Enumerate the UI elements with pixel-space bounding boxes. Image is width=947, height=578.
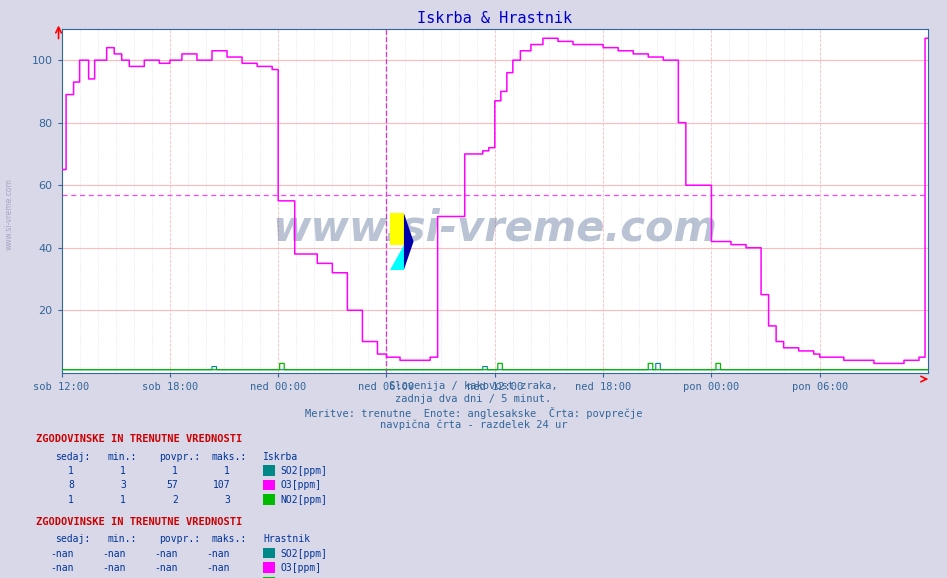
Text: 1: 1 bbox=[68, 466, 74, 476]
Text: O3[ppm]: O3[ppm] bbox=[280, 563, 321, 573]
Text: zadnja dva dni / 5 minut.: zadnja dva dni / 5 minut. bbox=[396, 394, 551, 404]
Text: 57: 57 bbox=[167, 480, 178, 490]
Text: 8: 8 bbox=[68, 480, 74, 490]
Text: 2: 2 bbox=[172, 495, 178, 505]
Text: -nan: -nan bbox=[50, 563, 74, 573]
Text: sedaj:: sedaj: bbox=[55, 534, 90, 544]
Text: ZGODOVINSKE IN TRENUTNE VREDNOSTI: ZGODOVINSKE IN TRENUTNE VREDNOSTI bbox=[36, 434, 242, 444]
Text: 1: 1 bbox=[120, 495, 126, 505]
Text: povpr.:: povpr.: bbox=[159, 534, 200, 544]
Text: min.:: min.: bbox=[107, 534, 136, 544]
Text: www.si-vreme.com: www.si-vreme.com bbox=[5, 178, 14, 250]
Text: 1: 1 bbox=[224, 466, 230, 476]
Text: SO2[ppm]: SO2[ppm] bbox=[280, 466, 328, 476]
Polygon shape bbox=[389, 245, 404, 269]
Text: -nan: -nan bbox=[154, 549, 178, 558]
Text: www.si-vreme.com: www.si-vreme.com bbox=[273, 208, 717, 249]
Text: -nan: -nan bbox=[102, 549, 126, 558]
Text: 1: 1 bbox=[120, 466, 126, 476]
Title: Iskrba & Hrastnik: Iskrba & Hrastnik bbox=[418, 12, 572, 27]
Text: -nan: -nan bbox=[50, 549, 74, 558]
Text: NO2[ppm]: NO2[ppm] bbox=[280, 495, 328, 505]
Text: navpična črta - razdelek 24 ur: navpična črta - razdelek 24 ur bbox=[380, 420, 567, 430]
Text: 107: 107 bbox=[212, 480, 230, 490]
Text: 3: 3 bbox=[224, 495, 230, 505]
Text: O3[ppm]: O3[ppm] bbox=[280, 480, 321, 490]
Text: Hrastnik: Hrastnik bbox=[263, 534, 311, 544]
Text: -nan: -nan bbox=[102, 563, 126, 573]
Text: povpr.:: povpr.: bbox=[159, 451, 200, 461]
Text: Meritve: trenutne  Enote: anglesakske  Črta: povprečje: Meritve: trenutne Enote: anglesakske Črt… bbox=[305, 407, 642, 419]
Text: SO2[ppm]: SO2[ppm] bbox=[280, 549, 328, 558]
Text: -nan: -nan bbox=[154, 563, 178, 573]
Text: Iskrba: Iskrba bbox=[263, 451, 298, 461]
Text: 1: 1 bbox=[68, 495, 74, 505]
Text: -nan: -nan bbox=[206, 563, 230, 573]
Text: maks.:: maks.: bbox=[211, 451, 246, 461]
Polygon shape bbox=[404, 213, 414, 269]
Text: 3: 3 bbox=[120, 480, 126, 490]
Text: 1: 1 bbox=[172, 466, 178, 476]
Text: ZGODOVINSKE IN TRENUTNE VREDNOSTI: ZGODOVINSKE IN TRENUTNE VREDNOSTI bbox=[36, 517, 242, 527]
Text: sedaj:: sedaj: bbox=[55, 451, 90, 461]
Text: maks.:: maks.: bbox=[211, 534, 246, 544]
Text: min.:: min.: bbox=[107, 451, 136, 461]
Bar bbox=[389, 213, 404, 245]
Text: -nan: -nan bbox=[206, 549, 230, 558]
Text: Slovenija / kakovost zraka,: Slovenija / kakovost zraka, bbox=[389, 381, 558, 391]
